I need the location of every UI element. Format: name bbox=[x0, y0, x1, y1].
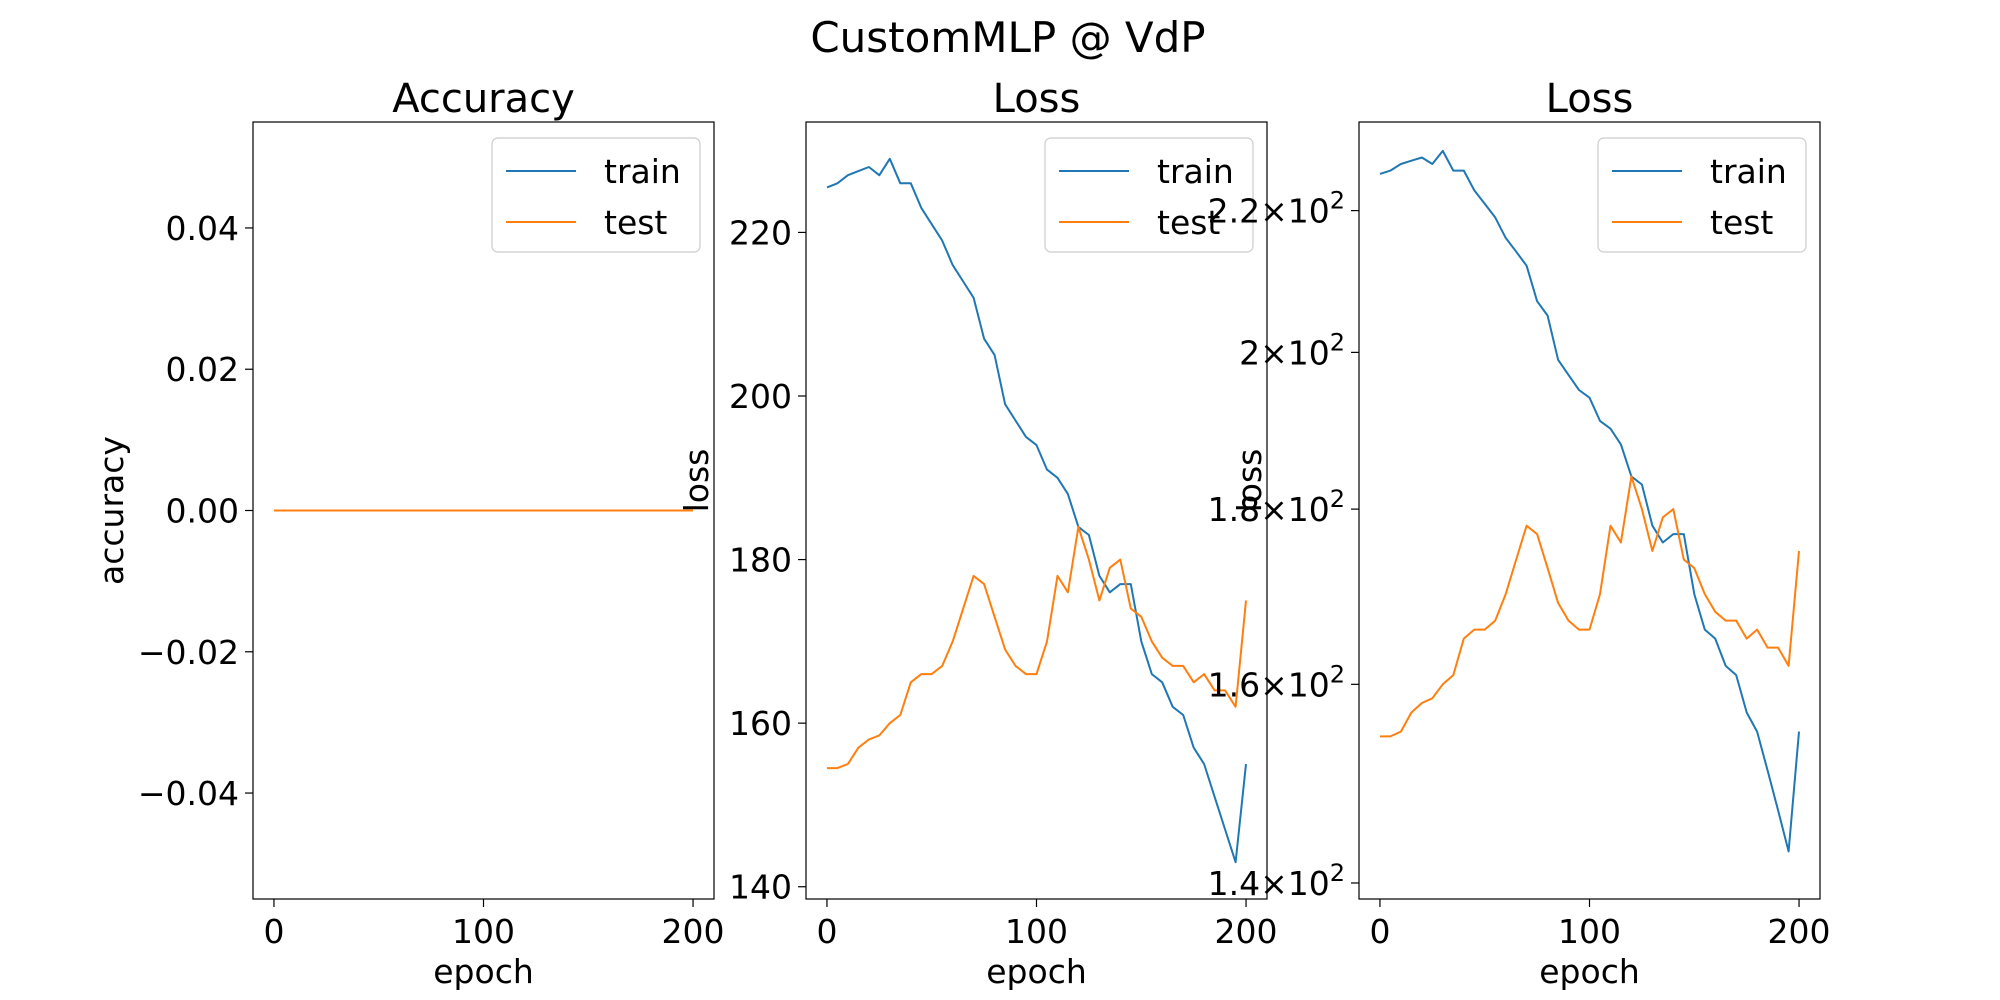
subplot-title: Loss bbox=[993, 76, 1081, 122]
series-line-train bbox=[1379, 149, 1800, 853]
plot-area bbox=[826, 157, 1247, 864]
subplot-title: Accuracy bbox=[392, 76, 575, 122]
series-line-train bbox=[826, 157, 1247, 864]
y-tick-label: 180 bbox=[729, 541, 792, 580]
y-tick-label: 0.02 bbox=[166, 350, 239, 389]
legend-box bbox=[1044, 137, 1254, 253]
y-tick-label: −0.02 bbox=[138, 633, 239, 672]
x-axis-label: epoch bbox=[433, 952, 534, 991]
legend: train test bbox=[491, 137, 701, 253]
legend-box bbox=[1597, 137, 1807, 253]
figure-title: CustomMLP @ VdP bbox=[810, 13, 1205, 62]
y-tick-label: 160 bbox=[729, 704, 792, 743]
legend: train test bbox=[1044, 137, 1254, 253]
x-tick-label: 200 bbox=[1215, 912, 1278, 951]
x-axis-label: epoch bbox=[1539, 952, 1640, 991]
x-tick-label: 100 bbox=[1005, 912, 1068, 951]
subplot-title: Loss bbox=[1546, 76, 1634, 122]
y-tick-label: 1.4×102 bbox=[1208, 859, 1345, 903]
legend-label-train: train bbox=[604, 152, 681, 191]
y-tick-label: 0.04 bbox=[166, 209, 239, 248]
x-tick-label: 200 bbox=[662, 912, 725, 951]
x-tick-label: 100 bbox=[452, 912, 515, 951]
legend-box bbox=[491, 137, 701, 253]
subplot-1: 0 100 200 −0.04 −0.02 0.00 0.02 0.04 Accuracy epo… bbox=[92, 76, 725, 991]
legend-label-train: train bbox=[1710, 152, 1787, 191]
y-tick-label: −0.04 bbox=[138, 774, 239, 813]
series-line-test bbox=[827, 525, 1247, 770]
x-tick-label: 100 bbox=[1558, 912, 1621, 951]
y-axis-label: loss bbox=[677, 449, 716, 513]
legend-label-train: train bbox=[1157, 152, 1234, 191]
y-tick-label: 200 bbox=[729, 377, 792, 416]
x-tick-label: 0 bbox=[816, 912, 837, 951]
x-tick-label: 200 bbox=[1768, 912, 1831, 951]
series-line-test bbox=[1380, 475, 1800, 738]
y-tick-label: 140 bbox=[729, 868, 792, 907]
subplot-3: 0 100 200 1.4×102 1.6×102 1.8×102 2×102 2.2×102… bbox=[1208, 76, 1831, 991]
y-axis-label: accuracy bbox=[92, 436, 131, 585]
subplots: 0 100 200 −0.04 −0.02 0.00 0.02 0.04 Accuracy epo… bbox=[92, 76, 1831, 991]
y-tick-label: 1.8×102 bbox=[1208, 485, 1345, 529]
plot-area bbox=[1379, 149, 1800, 853]
y-tick-label: 2.2×102 bbox=[1208, 187, 1345, 231]
x-axis-label: epoch bbox=[986, 952, 1087, 991]
legend: train test bbox=[1597, 137, 1807, 253]
legend-label-test: test bbox=[604, 203, 667, 242]
x-tick-label: 0 bbox=[1369, 912, 1390, 951]
legend-label-test: test bbox=[1710, 203, 1773, 242]
y-axis-label: loss bbox=[1230, 449, 1269, 513]
subplot-2: 0 100 200 140 160 180 200 220 Loss epoch loss train… bbox=[677, 76, 1278, 991]
x-tick-label: 0 bbox=[263, 912, 284, 951]
y-tick-label: 220 bbox=[729, 213, 792, 252]
y-tick-label: 2×102 bbox=[1239, 328, 1345, 372]
y-tick-label: 0.00 bbox=[166, 492, 239, 531]
y-tick-label: 1.6×102 bbox=[1208, 660, 1345, 704]
legend-label-test: test bbox=[1157, 203, 1220, 242]
